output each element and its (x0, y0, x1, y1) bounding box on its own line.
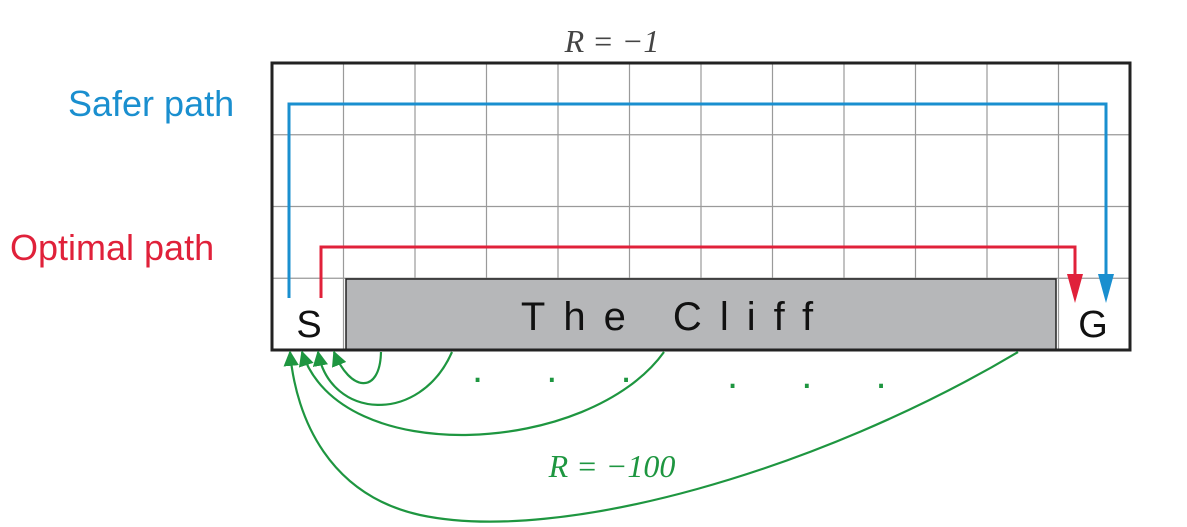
ellipsis-left: . . . (472, 347, 658, 391)
grid-border (270, 61, 1132, 352)
cliff-region (345, 278, 1057, 351)
start-cell-label: S (296, 304, 321, 346)
fall-arrow-2 (312, 350, 454, 406)
cliff-fall-arrows (283, 350, 1019, 523)
reward-title: R = −1 (564, 23, 660, 59)
fall-arrow-4 (283, 350, 1019, 523)
cliff-label: The Cliff (521, 295, 831, 339)
optimal-path (319, 245, 1083, 303)
fall-arrow-3 (298, 350, 665, 437)
safer-path-label: Safer path (68, 83, 234, 124)
safer-path (287, 102, 1114, 303)
optimal-path-arrowhead (1067, 274, 1083, 303)
goal-cell-label: G (1078, 304, 1108, 346)
fall-arrow-1 (332, 350, 383, 385)
fall-reward-label: R = −100 (548, 448, 676, 484)
safer-path-arrowhead (1098, 274, 1114, 303)
ellipsis-right: . . . (727, 353, 913, 397)
optimal-path-label: Optimal path (10, 227, 214, 268)
